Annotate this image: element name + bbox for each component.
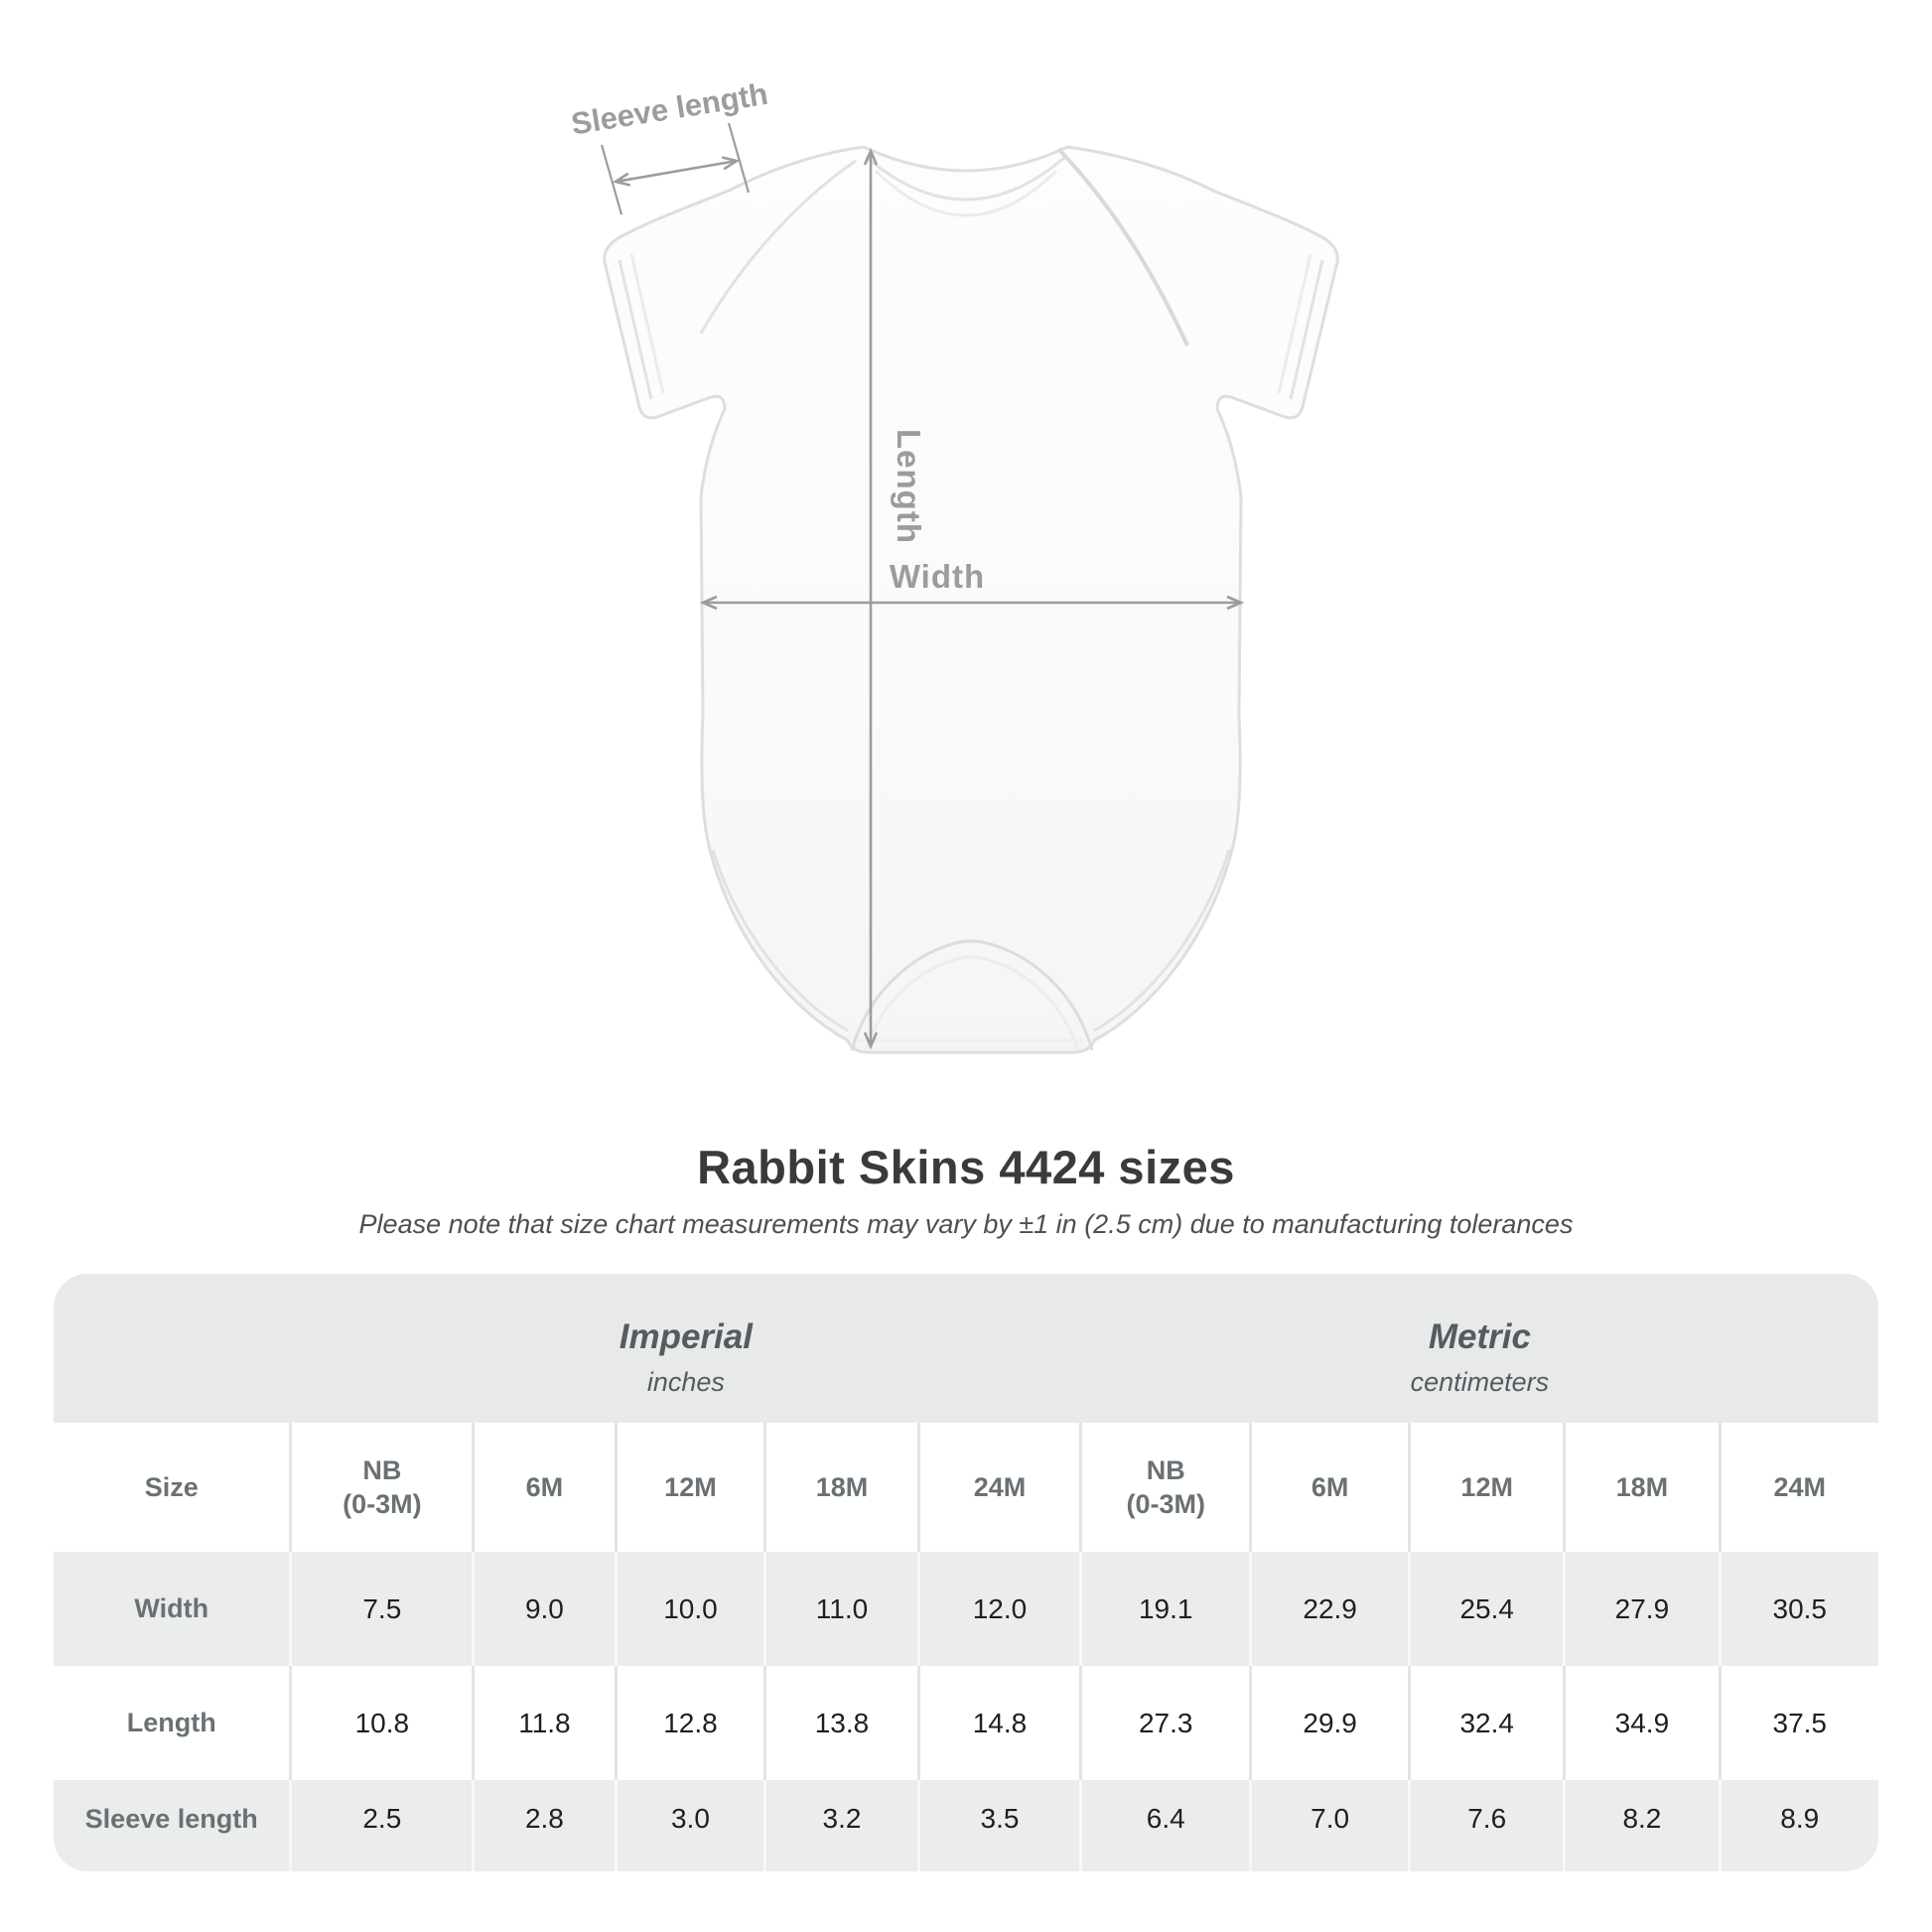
table-cell: 14.8 [916, 1666, 1081, 1780]
row-label-length: Length [126, 1708, 216, 1737]
left-leg-binding [711, 849, 849, 1033]
column-header-met-nb: NB (0-3M) [1079, 1423, 1251, 1552]
column-header-imp-24m: 24M [916, 1423, 1081, 1552]
width-label: Width [890, 558, 985, 595]
column-header-met-12m: 12M [1408, 1423, 1565, 1552]
right-lap-shoulder-seam [1056, 147, 1189, 346]
column-header-met-6m: 6M [1249, 1423, 1410, 1552]
row-label-sleeve-length: Sleeve length [84, 1803, 258, 1834]
unit-group-metric: Metric centimeters [1080, 1274, 1878, 1423]
table-cell: 7.6 [1408, 1780, 1565, 1871]
neckline-inner-shadow [874, 169, 1058, 217]
table-cell: 27.9 [1563, 1552, 1721, 1666]
table-cell: 12.0 [916, 1552, 1081, 1666]
table-cell: 7.0 [1249, 1780, 1410, 1871]
column-header-row: Size NB (0-3M) 6M 12M 18M 24M NB (0-3M) … [54, 1423, 1878, 1552]
metric-group-unit: centimeters [1410, 1366, 1550, 1397]
table-cell: 2.8 [472, 1780, 617, 1871]
title-section: Rabbit Skins 4424 sizes Please note that… [0, 1141, 1932, 1240]
table-cell: 19.1 [1079, 1552, 1251, 1666]
bodysuit-diagram-svg: Sleeve length Length Width [569, 76, 1339, 1054]
tolerance-note: Please note that size chart measurements… [358, 1209, 1574, 1239]
page-title: Rabbit Skins 4424 sizes [697, 1141, 1235, 1193]
unit-group-imperial: Imperial inches [290, 1274, 1081, 1423]
sleeve-extension-line-left [600, 144, 623, 215]
table-cell: 34.9 [1563, 1666, 1721, 1780]
table-row-width: Width 7.5 9.0 10.0 11.0 12.0 19.1 22.9 2… [54, 1552, 1878, 1666]
column-header-met-24m: 24M [1718, 1423, 1878, 1552]
table-cell: 12.8 [614, 1666, 765, 1780]
left-cuff-stitch-2 [629, 253, 665, 394]
sleeve-extension-line-right [727, 122, 751, 194]
size-chart-card: Imperial inches Metric centimeters Size … [54, 1274, 1878, 1871]
crotch-flap-seam [850, 939, 1094, 1051]
table-cell: 32.4 [1408, 1666, 1565, 1780]
sleeve-length-label: Sleeve length [569, 76, 770, 142]
table-cell: 25.4 [1408, 1552, 1565, 1666]
bodysuit-diagram: Sleeve length Length Width [569, 76, 1339, 1054]
row-label-width: Width [134, 1593, 209, 1623]
garment-seams [618, 147, 1324, 1051]
table-cell: 7.5 [289, 1552, 474, 1666]
band-corner-cell [54, 1274, 291, 1423]
right-cuff-stitch-2 [1277, 253, 1312, 394]
crotch-flap-stitch [864, 955, 1080, 1051]
table-row-length: Length 10.8 11.8 12.8 13.8 14.8 27.3 29.… [54, 1666, 1878, 1780]
bodysuit-silhouette [603, 145, 1339, 1054]
imperial-group-unit: inches [646, 1366, 725, 1397]
table-cell: 11.0 [763, 1552, 919, 1666]
length-label: Length [891, 429, 927, 544]
column-header-imp-18m: 18M [763, 1423, 919, 1552]
neckline-binding-seam [865, 155, 1066, 202]
table-cell: 22.9 [1249, 1552, 1410, 1666]
size-column-header: Size [144, 1472, 199, 1502]
right-leg-binding [1093, 849, 1231, 1033]
table-cell: 8.9 [1718, 1780, 1878, 1871]
table-row-sleeve-length: Sleeve length 2.5 2.8 3.0 3.2 3.5 6.4 7.… [54, 1780, 1878, 1871]
table-cell: 2.5 [289, 1780, 474, 1871]
table-cell: 37.5 [1718, 1666, 1878, 1780]
table-cell: 3.2 [763, 1780, 919, 1871]
imperial-group-name: Imperial [619, 1316, 753, 1356]
table-cell: 30.5 [1718, 1552, 1878, 1666]
column-header-met-18m: 18M [1563, 1423, 1721, 1552]
table-cell: 10.8 [289, 1666, 474, 1780]
table-cell: 10.0 [614, 1552, 765, 1666]
table-cell: 8.2 [1563, 1780, 1721, 1871]
right-cuff-stitch [1289, 259, 1324, 400]
table-cell: 29.9 [1249, 1666, 1410, 1780]
column-header-imp-12m: 12M [614, 1423, 765, 1552]
table-cell: 3.0 [614, 1780, 765, 1871]
column-header-imp-6m: 6M [472, 1423, 617, 1552]
table-cell: 11.8 [472, 1666, 617, 1780]
table-cell: 9.0 [472, 1552, 617, 1666]
table-cell: 13.8 [763, 1666, 919, 1780]
sleeve-length-arrow [612, 156, 741, 187]
metric-group-name: Metric [1428, 1316, 1531, 1356]
table-cell: 6.4 [1079, 1780, 1251, 1871]
left-lap-shoulder-seam [699, 159, 857, 335]
column-header-imp-nb: NB (0-3M) [289, 1423, 474, 1552]
table-cell: 3.5 [916, 1780, 1081, 1871]
left-cuff-stitch [618, 259, 653, 400]
unit-group-band: Imperial inches Metric centimeters [54, 1274, 1878, 1423]
table-cell: 27.3 [1079, 1666, 1251, 1780]
size-chart-table: Imperial inches Metric centimeters Size … [54, 1274, 1878, 1871]
